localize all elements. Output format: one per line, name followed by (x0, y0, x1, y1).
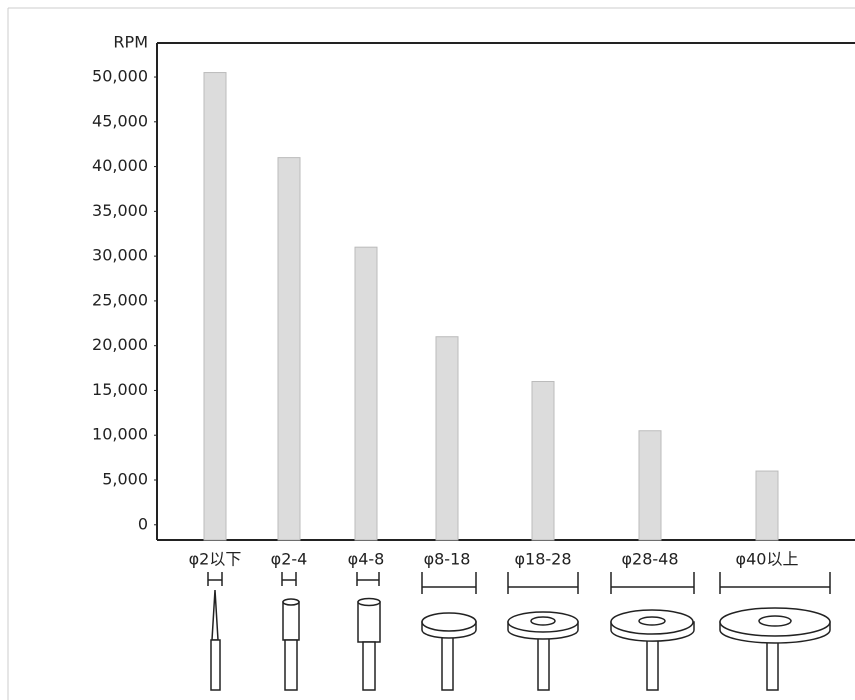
bar (531, 380, 555, 541)
y-tick-label: 30,000 (92, 246, 148, 265)
y-tick-label: 40,000 (92, 156, 148, 175)
bar (755, 470, 779, 541)
illustrations (207, 572, 831, 691)
x-tick-label: φ4-8 (348, 550, 385, 569)
y-tick-label: 0 (138, 514, 148, 533)
x-tick-label: φ2-4 (271, 550, 308, 569)
y-tick-label: 45,000 (92, 111, 148, 130)
y-axis-label: RPM (113, 33, 148, 52)
x-tick-label: φ18-28 (514, 550, 571, 569)
y-tick-label: 35,000 (92, 201, 148, 220)
bar (203, 72, 227, 541)
x-tick-label: φ2以下 (189, 550, 242, 569)
y-tick-label: 10,000 (92, 425, 148, 444)
y-tick-label: 25,000 (92, 290, 148, 309)
y-tick-label: 5,000 (102, 470, 148, 489)
y-tick-label: 20,000 (92, 335, 148, 354)
bar (277, 157, 301, 541)
bar (354, 246, 378, 541)
x-tick-label: φ40以上 (736, 550, 799, 569)
y-tick-label: 15,000 (92, 380, 148, 399)
bar (638, 430, 662, 541)
bar (435, 336, 459, 541)
x-tick-label: φ28-48 (621, 550, 678, 569)
y-tick-label: 50,000 (92, 67, 148, 86)
x-tick-label: φ8-18 (424, 550, 471, 569)
